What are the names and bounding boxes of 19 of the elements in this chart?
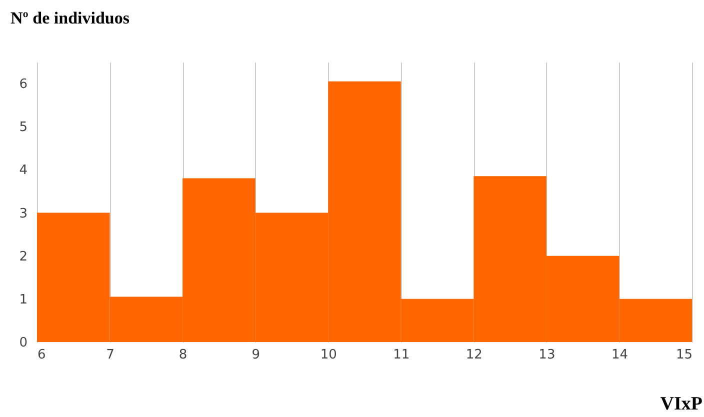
x-tick-label: 15 [676, 348, 692, 362]
y-tick-label: 4 [19, 163, 28, 178]
x-tick-label: 9 [252, 348, 260, 362]
x-tick-label: 13 [538, 348, 556, 362]
x-tick-label: 10 [320, 348, 337, 362]
y-tick-label: 2 [19, 249, 28, 264]
x-tick-label: 11 [393, 348, 410, 362]
y-axis-title: Nº de individuos [10, 8, 130, 28]
x-tick-label: 7 [106, 348, 114, 362]
x-tick-label: 8 [178, 348, 188, 362]
x-tick-label: 14 [611, 348, 628, 362]
x-tick-label: 6 [38, 348, 46, 362]
y-tick-label: 5 [19, 120, 28, 136]
y-tick-label: 0 [19, 336, 28, 350]
y-tick-label: 3 [19, 206, 28, 222]
y-tick-label: 6 [19, 77, 28, 92]
y-tick-label: 1 [19, 292, 28, 308]
x-tick-label: 12 [466, 348, 482, 362]
x-axis-title: VIxP [660, 394, 703, 414]
